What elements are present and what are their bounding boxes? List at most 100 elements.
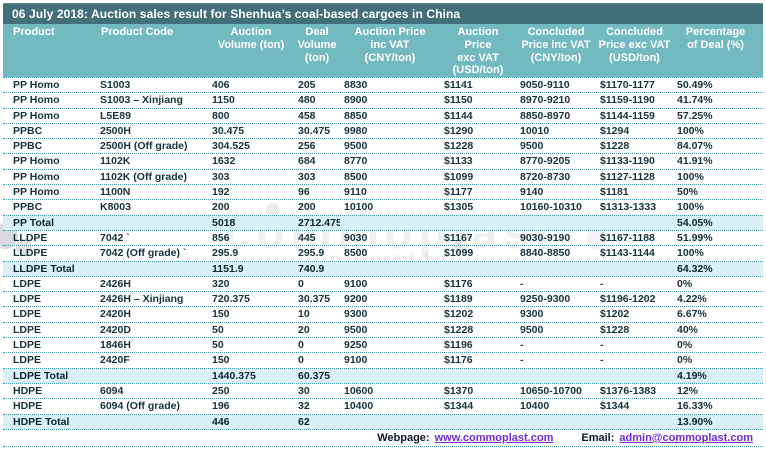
table-cell: 8770 (344, 155, 368, 168)
table-cell: 9140 (520, 186, 544, 199)
table-cell: 60.375 (298, 369, 331, 382)
table-cell: $1202 (444, 308, 474, 321)
table-cell: $1141 (444, 79, 473, 91)
table-cell: 32 (298, 400, 310, 413)
table-cell: 740.9 (298, 262, 325, 275)
table-cell: 8840-8850 (520, 247, 571, 260)
table-cell: 0% (677, 277, 693, 290)
table-cell: $1170-1177 (600, 79, 655, 91)
table-cell (340, 216, 440, 230)
table-row: LDPE 2426H 320 0 9100 $1176 - - 0% (3, 275, 763, 291)
column-header: Auction Price inc VAT (CNY/ton) (354, 26, 426, 64)
table-cell: 41.91% (677, 155, 713, 168)
table-cell: HDPE Total (13, 415, 70, 428)
table-cell: $1133 (444, 155, 473, 168)
table-cell: 9030-9190 (520, 231, 571, 244)
table-cell (96, 369, 208, 383)
table-cell: PP Homo (13, 94, 60, 107)
table-cell: $1143-1144 (600, 247, 655, 260)
table-cell: 0 (298, 277, 304, 290)
table-cell: LDPE Total (13, 369, 69, 382)
table-row: LLDPE Total 1151.9 740.9 64.32% (3, 260, 763, 276)
table-row: PPBC 2500H (Off grade) 304.525 256 9500 $1228… (3, 138, 763, 153)
table-cell: $1290 (444, 124, 474, 137)
table-row: LDPE 2426H – Xinjiang 720.375 30.375 9200 $11… (3, 291, 763, 306)
table-cell (340, 415, 440, 429)
table-body: PP Homo S1003 406 205 8830 $1141 9050-9110 $117… (3, 77, 763, 429)
table-cell: $1176 (444, 277, 473, 290)
table-cell: 50 (212, 339, 224, 352)
table-cell: 1440.375 (212, 369, 256, 382)
table-cell: 1151.9 (212, 262, 244, 275)
table-cell: $1344 (444, 400, 474, 413)
table-cell (440, 262, 516, 276)
table-cell: 51.99% (677, 231, 713, 244)
table-cell: $1294 (600, 124, 630, 137)
table-cell (596, 415, 673, 429)
table-cell: $1127-1128 (600, 170, 655, 183)
email-link[interactable]: admin@commoplast.com (619, 431, 753, 444)
table-cell: - (600, 277, 604, 290)
table-cell: 303 (298, 170, 316, 183)
table-cell: 800 (212, 109, 230, 122)
table-cell: 8500 (344, 247, 368, 260)
table-cell: 8830 (344, 79, 368, 91)
table-cell: 5018 (212, 216, 236, 229)
table-cell: 150 (212, 308, 230, 321)
table-cell (516, 216, 596, 230)
table-cell: 150 (212, 354, 230, 367)
table-row: HDPE 6094 (Off grade) 196 32 10400 $1344 10400… (3, 398, 763, 413)
table-cell: 9300 (520, 308, 544, 321)
table-cell: 1100N (100, 186, 131, 199)
column-header: Product Code (101, 26, 174, 38)
table-cell: 50% (677, 186, 699, 199)
table-cell: $1228 (444, 140, 474, 153)
table-cell: 9250 (344, 339, 368, 352)
table-row: PPBC 2500H 30.475 30.475 9980 $1290 10010 $1294… (3, 122, 763, 138)
table-cell: 9500 (344, 140, 368, 153)
table-cell: 100% (677, 124, 704, 137)
table-cell: 2712.475 (298, 216, 340, 229)
email-label: Email: (581, 431, 615, 444)
column-header: Deal Volume (ton) (297, 26, 337, 64)
table-cell: 41.74% (677, 94, 713, 107)
table-cell: 9200 (344, 293, 368, 306)
table-cell: K8003 (100, 201, 131, 214)
table-cell (440, 369, 516, 383)
table-cell (96, 262, 208, 276)
table-cell: 4.22% (677, 293, 707, 306)
table-cell: $1159-1190 (600, 94, 655, 107)
table-cell (340, 369, 440, 383)
table-cell: 0% (677, 354, 693, 367)
table-cell: 1846H (100, 339, 131, 352)
table-cell: 10 (298, 308, 310, 321)
table-cell: 6.67% (677, 308, 707, 321)
table-cell: 9110 (344, 186, 367, 199)
table-cell: 8850-8970 (520, 109, 571, 122)
table-cell: 196 (212, 400, 230, 413)
table-cell: 4.19% (677, 369, 707, 382)
table-cell: PP Homo (13, 170, 60, 183)
table-cell: 406 (212, 79, 230, 91)
table-cell: 0 (298, 354, 304, 367)
table-cell: 1150 (212, 94, 235, 107)
column-header: Auction Volume (ton) (217, 26, 285, 51)
table-cell: LLDPE (13, 247, 48, 260)
table-cell: 320 (212, 277, 230, 290)
table-row: PP Homo 1102K (Off grade) 303 303 8500 $1099 8… (3, 168, 763, 184)
table-cell: 2420H (100, 308, 131, 321)
table-cell: 10010 (520, 124, 550, 137)
table-row: PP Homo S1003 – Xinjiang 1150 480 8900 $1150 8… (3, 92, 763, 107)
table-cell: HDPE (13, 384, 43, 397)
table-cell (516, 369, 596, 383)
table-row: LLDPE 7042 (Off grade) ` 295.9 295.9 8500 $10… (3, 245, 763, 260)
table-cell (596, 369, 673, 383)
table-row: HDPE 6094 250 30 10600 $1370 10650-10700 $1376-… (3, 382, 763, 398)
table-cell: 8500 (344, 170, 368, 183)
table-cell: $1228 (444, 323, 474, 336)
table-cell: $1344 (600, 400, 630, 413)
webpage-link[interactable]: www.commoplast.com (434, 431, 554, 444)
table-cell: 1632 (212, 155, 236, 168)
table-cell (440, 216, 516, 230)
table-cell (516, 415, 596, 429)
